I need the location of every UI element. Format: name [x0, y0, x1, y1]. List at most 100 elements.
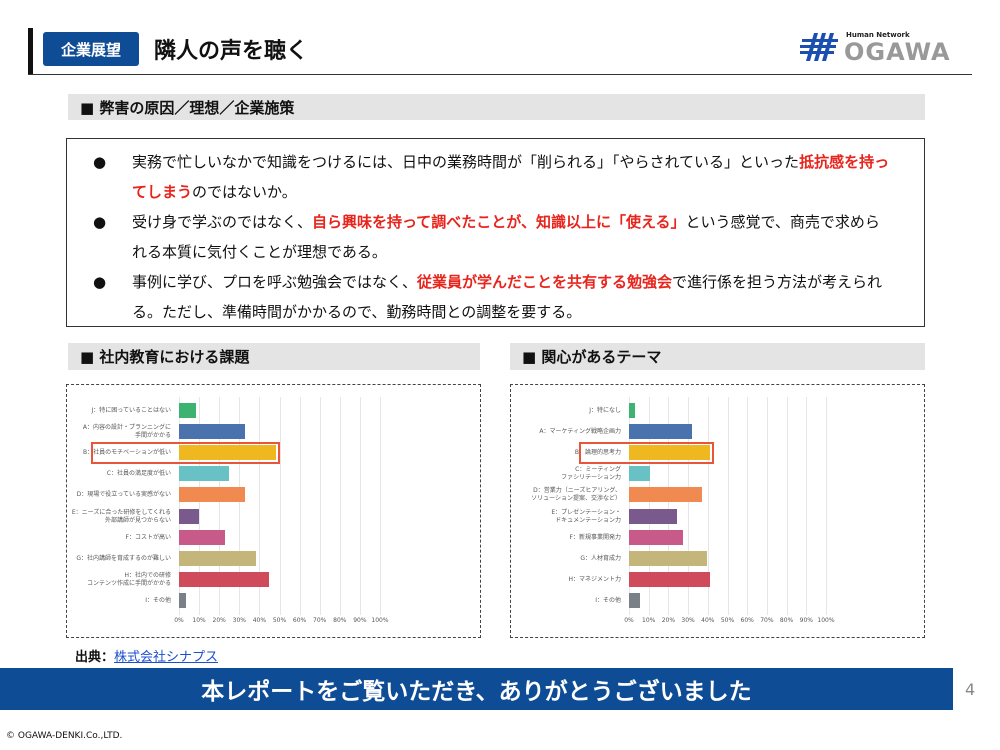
x-tick-label: 40% [701, 617, 715, 624]
gridline [279, 397, 281, 615]
body-text: という感覚で、商売で求められる本質に気付くことが理想である。 [132, 213, 880, 261]
category-label: I：その他 [145, 596, 171, 604]
page-title: 隣人の声を聴く [154, 39, 309, 64]
bullet-text: 受け身で学ぶのではなく、自ら興味を持って調べたことが、知識以上に「使える」という… [132, 207, 892, 267]
x-tick-label: 50% [272, 617, 287, 624]
category-label: G：人材育成力 [580, 554, 621, 562]
chart-training-issues: 0% 10% 20% 30% 40% 50% 60% 70% 80% 90% 100% J：特に困って… [66, 384, 481, 638]
source-link[interactable]: 株式会社シナプス [114, 650, 219, 665]
bullet-text: 事例に学び、プロを呼ぶ勉強会ではなく、従業員が学んだことを共有する勉強会で進行係… [132, 267, 892, 327]
bar [179, 571, 270, 587]
x-tick-label: 80% [779, 617, 794, 624]
x-tick-label: 60% [740, 617, 754, 624]
gridline [179, 397, 180, 615]
source-label: 出典： [75, 650, 115, 665]
gridline [707, 397, 709, 615]
gridline [648, 397, 650, 615]
gridline [747, 397, 749, 615]
x-tick-label: 0% [174, 617, 184, 624]
x-tick-label: 10% [192, 617, 206, 624]
bar [629, 529, 684, 545]
category-label: I：その他 [595, 596, 621, 604]
gridline [259, 397, 261, 615]
page-number: 4 [965, 680, 976, 699]
category-badge: 企業展望 [43, 32, 139, 66]
x-tick-label: 30% [232, 617, 246, 624]
bar [179, 424, 246, 440]
bullet-dot: ● [93, 273, 107, 291]
gridline [727, 397, 729, 615]
x-tick-label: 20% [212, 617, 226, 624]
category-label: D：営業力（ニーズヒアリング、 ソリューション提案、交渉など） [531, 487, 621, 503]
bar [629, 508, 678, 524]
section-header-causes: ■ 弊害の原因／理想／企業施策 [68, 94, 925, 120]
body-text: 事例に学び、プロを呼ぶ勉強会ではなく、 [132, 273, 418, 291]
bullet-dot: ● [93, 153, 107, 171]
bar [179, 529, 226, 545]
x-tick-label: 0% [624, 617, 634, 624]
emphasis-text: 従業員が学んだことを共有する勉強会 [417, 273, 673, 291]
ogawa-logo: Human Network OGAWA [800, 31, 951, 65]
bar [629, 403, 635, 418]
source-citation: 出典：株式会社シナプス [75, 646, 218, 665]
x-tick-label: 40% [252, 617, 267, 624]
x-tick-label: 60% [292, 617, 307, 624]
bar [179, 487, 246, 503]
body-text: で進行係を担う方法が考えられる。ただし、準備時間がかかるので、勤務時間との調整を… [132, 273, 883, 321]
category-label: F：新規事業開発力 [569, 533, 621, 541]
emphasis-text: 抵抗感を持ってしまう [132, 153, 890, 201]
gridline [629, 397, 630, 615]
bullet-item: ● 実務で忙しいなかで知識をつけるには、日中の業務時間が「削られる」「やらされてい… [87, 147, 924, 207]
copyright: © OGAWA-DENKI.Co.,LTD. [6, 731, 123, 741]
header-divider [28, 74, 972, 75]
x-tick-label: 90% [799, 617, 813, 624]
x-tick-label: 20% [661, 617, 676, 624]
category-label: J：特になし [589, 407, 621, 414]
category-label: H：社内での研修 コンテンツ作成に手間がかかる [86, 571, 171, 587]
gridline [319, 397, 321, 615]
category-label: F：コストが高い [125, 533, 171, 541]
x-tick-label: 100% [817, 617, 835, 624]
x-tick-label: 30% [681, 617, 695, 624]
category-label: C：ミーティング ファシリテーション力 [561, 466, 621, 482]
category-label: A：内容の設計・プランニングに 手間がかかる [82, 424, 171, 440]
x-tick-label: 100% [371, 617, 389, 624]
bar [629, 466, 650, 482]
bar [179, 508, 200, 524]
bar [629, 487, 702, 503]
section-header-training-issues: ■ 社内教育における課題 [68, 343, 480, 370]
category-label: E：プレゼンテーション・ ドキュメンテーション力 [551, 508, 621, 524]
x-tick-label: 90% [353, 617, 367, 624]
gridline [339, 397, 341, 615]
bullet-dot: ● [93, 213, 107, 231]
category-label: H：マネジメント力 [568, 575, 621, 583]
x-tick-label: 10% [642, 617, 656, 624]
bar [179, 403, 197, 418]
section-header-themes: ■ 関心があるテーマ [510, 343, 925, 370]
bar [179, 592, 187, 608]
thanks-banner: 本レポートをご覧いただき、ありがとうございました [0, 668, 953, 710]
chart-interest-themes: 0% 10% 20% 30% 40% 50% 60% 70% 80% 90% 100% J：特になし A… [510, 384, 925, 638]
gridline [199, 397, 201, 615]
bullet-item: ● 受け身で学ぶのではなく、自ら興味を持って調べたことが、知識以上に「使える」とい… [87, 207, 924, 267]
highlight-box [579, 442, 714, 465]
gridline [688, 397, 690, 615]
gridline [766, 397, 768, 615]
highlight-box [91, 442, 281, 465]
bar [179, 466, 230, 482]
svg-text:OGAWA: OGAWA [844, 38, 951, 65]
gridline [299, 397, 301, 615]
bar [629, 571, 710, 587]
category-label: E：ニーズに合った研修をしてくれる 外部講師が見つからない [71, 508, 171, 524]
category-label: B：論理的思考力 [574, 449, 621, 457]
body-text: 受け身で学ぶのではなく、 [132, 213, 313, 231]
gridline [219, 397, 221, 615]
bullet-box: ● 実務で忙しいなかで知識をつけるには、日中の業務時間が「削られる」「やらされてい… [66, 138, 925, 327]
gridline [806, 397, 808, 615]
category-label: D：現場で役立っている実感がない [76, 491, 171, 499]
bar [629, 550, 707, 566]
gridline [380, 397, 381, 615]
body-text: のではないか。 [192, 183, 297, 201]
bar [179, 550, 257, 566]
gridline [786, 397, 788, 615]
